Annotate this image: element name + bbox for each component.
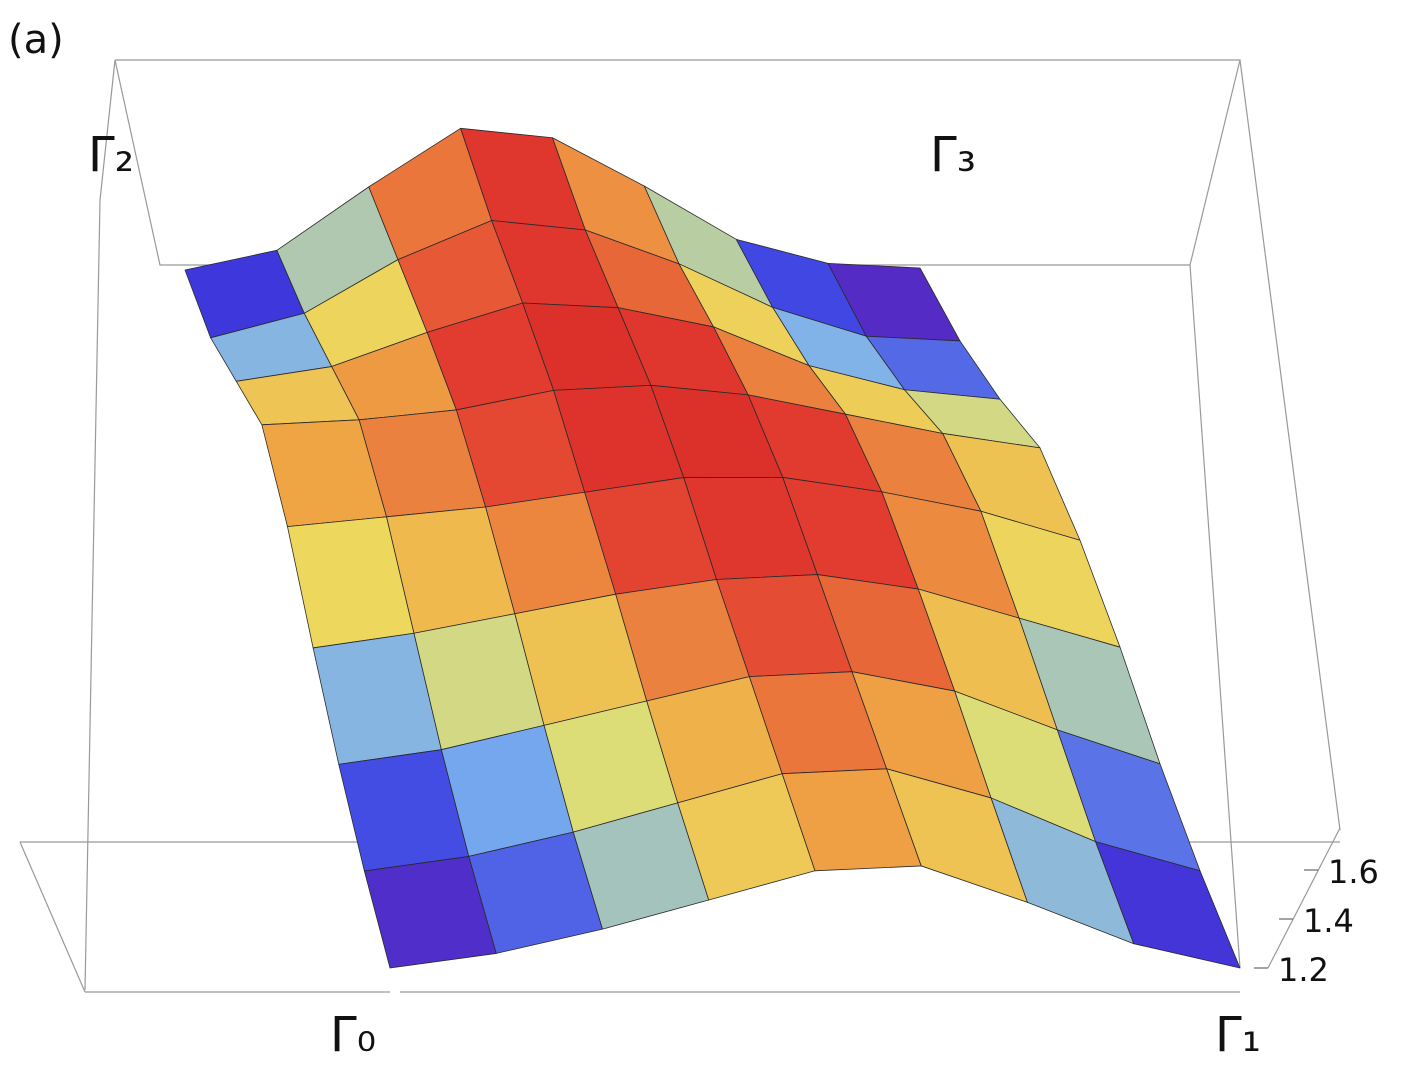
z-tick-label: 1.6 xyxy=(1328,853,1379,891)
z-axis: 1.2 1.4 1.6 xyxy=(1254,827,1379,989)
corner-label: Γ₁ xyxy=(1215,1007,1261,1063)
corner-label: Γ₃ xyxy=(930,127,976,183)
corner-label: Γ₂ xyxy=(88,127,134,183)
corner-label: Γ₀ xyxy=(330,1007,376,1063)
panel-label: (a) xyxy=(8,17,64,63)
surface xyxy=(184,127,1241,969)
surface-cell xyxy=(1095,841,1241,969)
z-tick-label: 1.4 xyxy=(1303,902,1354,940)
z-tick-label: 1.2 xyxy=(1278,951,1329,989)
